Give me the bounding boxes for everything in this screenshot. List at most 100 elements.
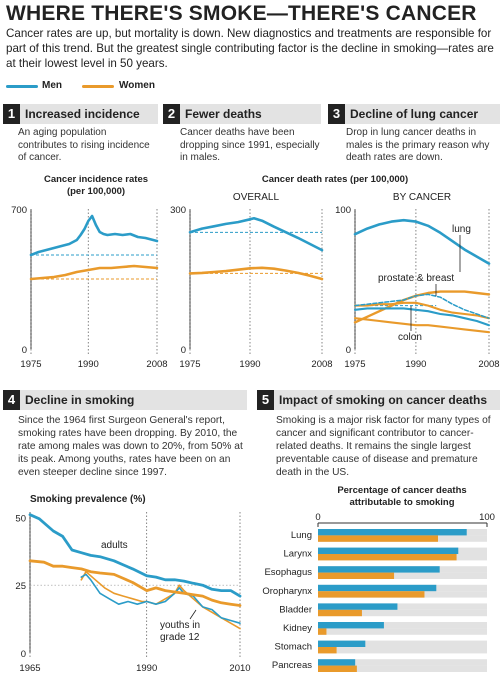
annotation-prostate-breast: prostate & breast xyxy=(378,273,454,284)
bar-track xyxy=(318,665,487,672)
section-2-number: 2 xyxy=(163,104,180,124)
bar-men xyxy=(318,529,467,536)
incidence-title: Cancer incidence rates xyxy=(44,174,148,185)
section-5-header: 5 Impact of smoking on cancer deaths xyxy=(257,390,500,410)
x-tick-label: 2010 xyxy=(229,663,250,674)
section-5-text: Smoking is a major risk factor for many … xyxy=(276,415,491,478)
x-tick-label: 1990 xyxy=(136,663,157,674)
bar-women xyxy=(318,591,425,598)
x-tick-label: 2008 xyxy=(478,359,499,370)
bar-men xyxy=(318,659,356,666)
annotation-adults: adults xyxy=(101,540,128,551)
series-men-youths-line xyxy=(80,573,241,625)
series-women-breast-line xyxy=(353,301,491,320)
series-women-adults-line xyxy=(28,559,242,607)
annotation-youths-leader xyxy=(189,609,197,620)
series-women-line xyxy=(29,264,159,281)
category-label: Lung xyxy=(291,530,312,541)
series-men-line xyxy=(188,217,324,252)
x-tick-label: 2008 xyxy=(146,359,167,370)
category-label: Pancreas xyxy=(272,660,312,671)
series-men-colon-line xyxy=(353,307,491,327)
section-4-title: Decline in smoking xyxy=(25,393,135,407)
deaths-overall-subtitle: OVERALL xyxy=(233,192,280,203)
section-2-title: Fewer deaths xyxy=(185,107,262,121)
x-tick-label: 1990 xyxy=(78,359,99,370)
category-label: Stomach xyxy=(275,642,313,653)
x-tick-label: 100 xyxy=(479,512,495,523)
section-3-number: 3 xyxy=(328,104,345,124)
annotation-colon: colon xyxy=(398,332,422,343)
y-tick-label: 0 xyxy=(21,649,26,660)
intro-text: Cancer rates are up, but mortality is do… xyxy=(6,27,494,70)
y-tick-label: 0 xyxy=(181,345,186,356)
series-women-line xyxy=(188,266,324,281)
bar-track xyxy=(318,603,487,610)
bar-women xyxy=(318,665,357,672)
section-4-header: 4 Decline in smoking xyxy=(3,390,247,410)
section-2-text: Cancer deaths have been dropping since 1… xyxy=(180,127,320,163)
section-4-text: Since the 1964 first Surgeon General's r… xyxy=(18,415,243,478)
category-label: Larynx xyxy=(283,549,312,560)
series-men-line xyxy=(29,214,159,257)
series-men-adults-line xyxy=(28,513,242,598)
deaths-by-cancer-subtitle: BY CANCER xyxy=(393,192,451,203)
bar-women xyxy=(318,554,457,561)
bar-men xyxy=(318,584,437,592)
x-tick-label: 0 xyxy=(315,512,320,523)
bar-women xyxy=(318,647,337,654)
bar-men xyxy=(318,603,398,610)
x-tick-label: 1975 xyxy=(344,359,365,370)
y-tick-label: 25 xyxy=(15,581,26,592)
section-1-text: An aging population contributes to risin… xyxy=(18,127,150,163)
x-tick-label: 1990 xyxy=(239,359,260,370)
bar-men xyxy=(318,566,440,573)
section-1-title: Increased incidence xyxy=(25,107,140,121)
bar-women xyxy=(318,609,362,617)
attributable-title-line2: attributable to smoking xyxy=(349,497,454,508)
x-tick-label: 1975 xyxy=(20,359,41,370)
annotation-youths: youths in grade 12 xyxy=(160,620,200,643)
bar-track xyxy=(318,659,487,666)
bar-track xyxy=(318,640,487,647)
bar-women xyxy=(318,572,395,579)
bar-men xyxy=(318,640,366,647)
y-tick-label: 50 xyxy=(15,513,26,524)
x-tick-label: 1990 xyxy=(405,359,426,370)
series-women-youths-line xyxy=(80,570,241,630)
attributable-title-line1: Percentage of cancer deaths xyxy=(337,485,466,496)
legend-men-label: Men xyxy=(42,80,62,91)
bar-track xyxy=(318,572,487,579)
x-tick-label: 2008 xyxy=(311,359,332,370)
bar-track xyxy=(318,628,487,635)
series-women-colon-line xyxy=(353,317,491,334)
section-3-header: 3 Decline of lung cancer xyxy=(328,104,500,124)
section-1-number: 1 xyxy=(3,104,20,124)
y-tick-label: 100 xyxy=(335,205,351,216)
y-tick-label: 0 xyxy=(346,345,351,356)
x-tick-label: 1965 xyxy=(19,663,40,674)
series-women-lung-line xyxy=(353,290,491,324)
category-label: Bladder xyxy=(279,604,312,615)
series-men-prostate-line xyxy=(354,293,490,319)
section-3-text: Drop in lung cancer deaths in males is t… xyxy=(346,127,490,163)
category-label: Esophagus xyxy=(264,567,312,578)
section-1-header: 1 Increased incidence xyxy=(3,104,158,124)
annotation-lung: lung xyxy=(452,224,471,235)
y-tick-label: 300 xyxy=(170,205,186,216)
bar-track xyxy=(318,622,487,629)
legend-women-label: Women xyxy=(119,80,155,91)
bar-women xyxy=(318,628,327,635)
bar-women xyxy=(318,535,438,542)
legend-women-swatch xyxy=(82,85,114,88)
smoking-title: Smoking prevalence (%) xyxy=(30,494,146,505)
bar-men xyxy=(318,622,384,629)
x-tick-label: 1975 xyxy=(179,359,200,370)
section-5-title: Impact of smoking on cancer deaths xyxy=(279,393,488,407)
y-tick-label: 0 xyxy=(22,345,27,356)
page-title: WHERE THERE'S SMOKE—THERE'S CANCER xyxy=(6,2,477,25)
bar-track xyxy=(318,609,487,617)
series-men-lung-line xyxy=(353,218,491,265)
category-label: Kidney xyxy=(283,623,312,634)
